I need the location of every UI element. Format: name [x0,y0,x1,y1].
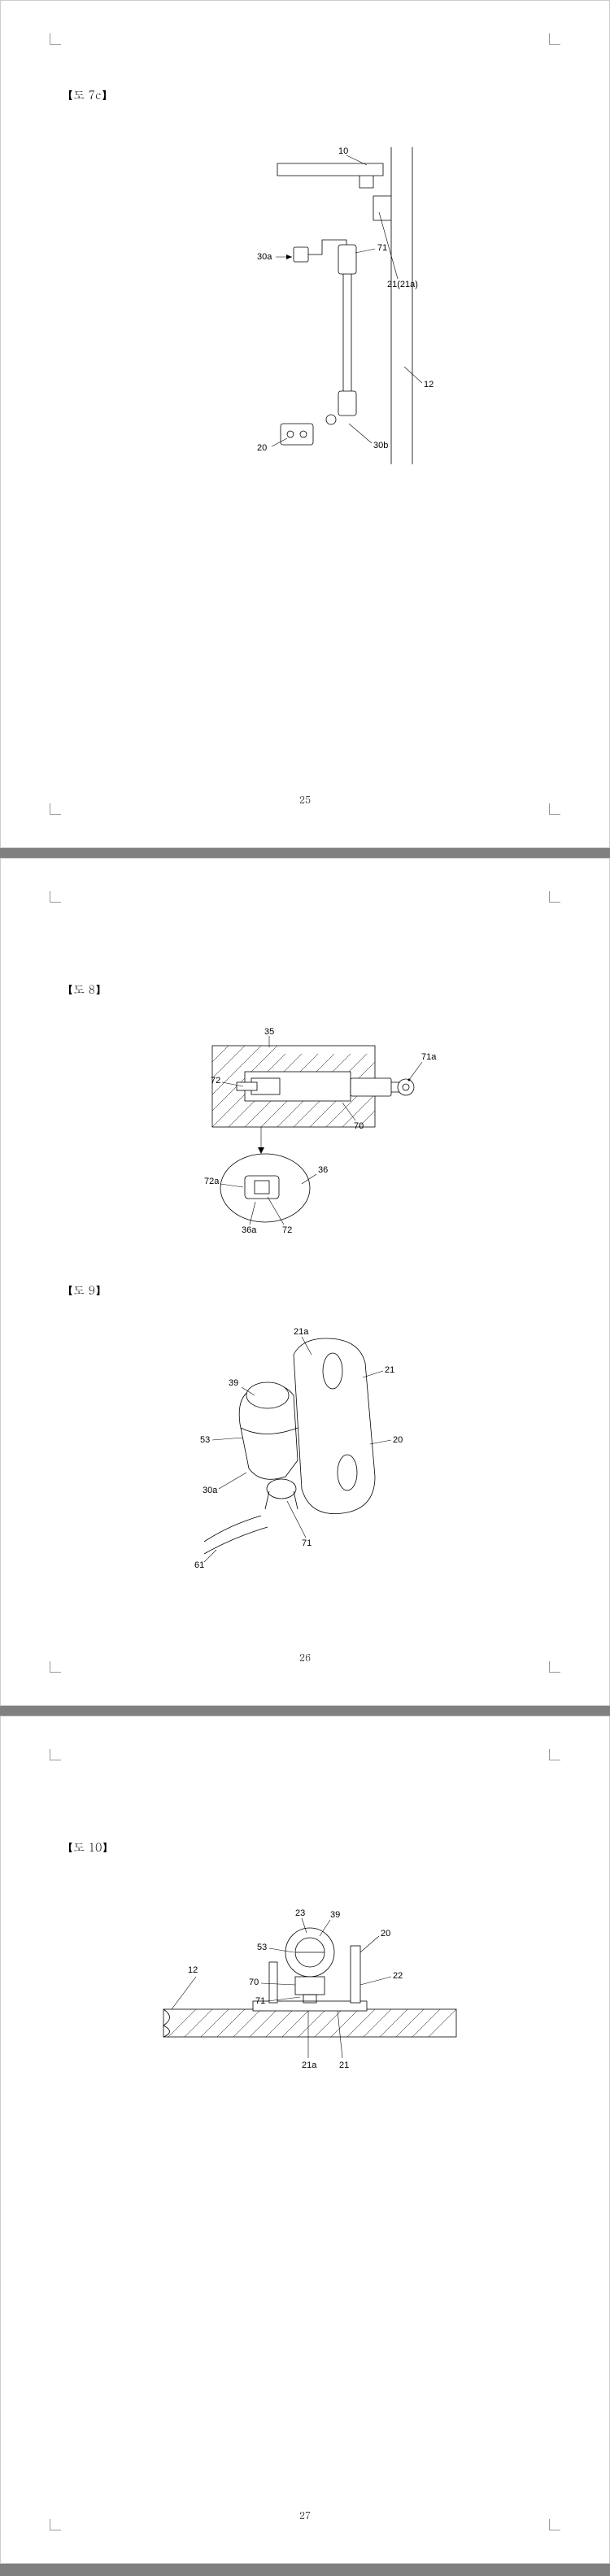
ref-23: 23 [295,1908,305,1918]
ref-30a: 30a [203,1486,218,1495]
page-number: 26 [299,1651,311,1664]
ref-70: 70 [354,1121,364,1131]
ref-53: 53 [257,1943,267,1952]
ref-72: 72 [211,1076,220,1086]
figure-7c: 10 30a 71 21(21a) 12 20 30b [212,139,440,481]
ref-71: 71 [377,243,387,253]
crop-mark [50,803,61,815]
ref-72a: 72a [204,1177,220,1186]
ref-30b: 30b [373,441,388,450]
figure-8: 35 71a 72 70 36 72a 36a 72 [180,1021,456,1233]
crop-mark [50,33,61,45]
ref-71a: 71a [421,1052,437,1062]
figure-label: 【도 7c】 [62,86,113,102]
ref-70: 70 [249,1978,259,1987]
crop-mark [50,2519,61,2530]
ref-35: 35 [264,1027,274,1037]
ref-21a: 21a [302,2060,317,2070]
crop-mark [549,2519,560,2530]
crop-mark [549,891,560,903]
ref-21a: 21a [294,1327,309,1337]
ref-21: 21 [339,2060,349,2070]
ref-10: 10 [338,146,348,156]
ref-20: 20 [381,1929,390,1939]
ref-30a: 30a [257,252,272,262]
crop-mark [50,891,61,903]
page-2: 【도 8】 [0,858,610,1706]
ref-12: 12 [188,1965,198,1975]
ref-12: 12 [424,380,434,389]
crop-mark [50,1749,61,1760]
ref-53: 53 [200,1435,210,1445]
crop-mark [549,803,560,815]
ref-72-2: 72 [282,1225,292,1235]
ref-20: 20 [393,1435,403,1445]
page-3: 【도 10】 [0,1716,610,2564]
crop-mark [50,1661,61,1673]
ref-71: 71 [302,1538,312,1548]
figure-label-10: 【도 10】 [62,1838,113,1855]
crop-mark [549,1661,560,1673]
crop-mark [549,1749,560,1760]
ref-21: 21(21a) [387,280,418,289]
crop-mark [549,33,560,45]
ref-39: 39 [330,1910,340,1920]
figure-10: 12 23 39 20 53 22 70 71 21a 21 [147,1887,473,2115]
page-number: 27 [299,2509,311,2522]
page-number: 25 [299,793,311,807]
ref-61: 61 [194,1560,204,1570]
ref-20: 20 [257,443,267,453]
ref-39: 39 [229,1378,238,1388]
ref-36a: 36a [242,1225,257,1235]
page-1: 【도 7c】 10 30a [0,0,610,848]
figure-9: 21a 21 39 20 53 30a 61 71 [172,1314,432,1574]
ref-36: 36 [318,1165,328,1175]
ref-21: 21 [385,1365,394,1375]
figure-label-9: 【도 9】 [62,1281,107,1298]
ref-22: 22 [393,1971,403,1981]
ref-71: 71 [255,1996,265,2006]
figure-label-8: 【도 8】 [62,981,107,997]
